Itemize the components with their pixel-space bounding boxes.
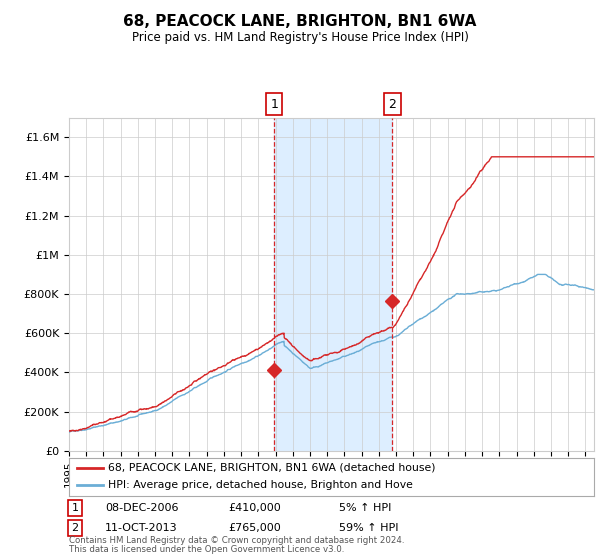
Text: This data is licensed under the Open Government Licence v3.0.: This data is licensed under the Open Gov… [69,545,344,554]
Text: HPI: Average price, detached house, Brighton and Hove: HPI: Average price, detached house, Brig… [109,480,413,491]
Text: 11-OCT-2013: 11-OCT-2013 [105,523,178,533]
Text: 08-DEC-2006: 08-DEC-2006 [105,503,179,513]
Text: 68, PEACOCK LANE, BRIGHTON, BN1 6WA: 68, PEACOCK LANE, BRIGHTON, BN1 6WA [124,14,476,29]
Text: 59% ↑ HPI: 59% ↑ HPI [339,523,398,533]
Text: 68, PEACOCK LANE, BRIGHTON, BN1 6WA (detached house): 68, PEACOCK LANE, BRIGHTON, BN1 6WA (det… [109,463,436,473]
Text: £765,000: £765,000 [228,523,281,533]
Text: 1: 1 [270,98,278,111]
Text: 5% ↑ HPI: 5% ↑ HPI [339,503,391,513]
Text: Contains HM Land Registry data © Crown copyright and database right 2024.: Contains HM Land Registry data © Crown c… [69,536,404,545]
Bar [274,118,392,451]
Text: 2: 2 [388,98,396,111]
Text: 2: 2 [71,523,79,533]
Text: 1: 1 [71,503,79,513]
Text: £410,000: £410,000 [228,503,281,513]
Text: Price paid vs. HM Land Registry's House Price Index (HPI): Price paid vs. HM Land Registry's House … [131,31,469,44]
